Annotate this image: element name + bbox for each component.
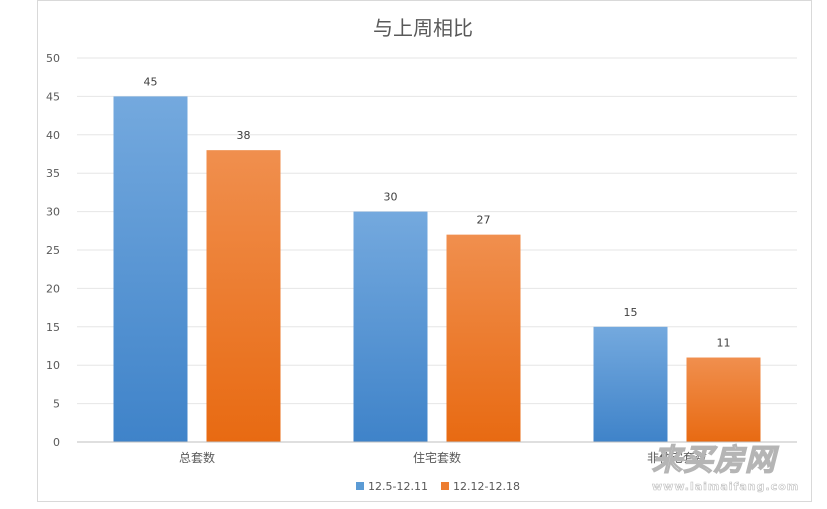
y-tick-label: 15 [46, 321, 60, 334]
bar-value-label: 11 [717, 337, 731, 350]
bar-value-label: 15 [624, 306, 638, 319]
watermark-logo: 来买房网 [652, 443, 779, 478]
bar-value-label: 27 [477, 214, 491, 227]
y-tick-label: 5 [53, 398, 60, 411]
gridlines [77, 57, 797, 405]
y-tick-label: 30 [46, 206, 60, 219]
bar-value-label: 38 [237, 129, 251, 142]
y-tick-label: 20 [46, 282, 60, 295]
bar [593, 326, 668, 442]
x-axis-categories: 总套数 住宅套数 非住宅套数 [179, 450, 707, 465]
y-tick-label: 0 [53, 436, 60, 449]
y-tick-label: 50 [46, 52, 60, 65]
legend-swatch [441, 482, 449, 490]
bars [113, 96, 761, 443]
data-labels: 45 38 30 27 15 11 [144, 75, 731, 349]
watermark-url: www.laimaifang.com [652, 480, 799, 493]
watermark: 来买房网 www.laimaifang.com [651, 442, 799, 493]
bar-value-label: 30 [384, 191, 398, 204]
bar [206, 150, 281, 442]
category-label: 住宅套数 [413, 450, 461, 465]
bar-value-label: 45 [144, 75, 158, 88]
y-tick-label: 45 [46, 90, 60, 103]
legend: 12.5-12.11 12.12-12.18 [356, 480, 520, 493]
bar [686, 357, 761, 442]
y-tick-label: 25 [46, 244, 60, 257]
bar [446, 234, 521, 442]
legend-label: 12.5-12.11 [368, 480, 428, 493]
legend-swatch [356, 482, 364, 490]
y-tick-label: 40 [46, 129, 60, 142]
chart-title: 与上周相比 [373, 16, 473, 40]
y-axis-ticks: 0 5 10 15 20 25 30 35 40 45 50 [46, 52, 60, 449]
y-tick-label: 35 [46, 167, 60, 180]
bar [353, 211, 428, 442]
bar [113, 96, 188, 443]
chart-frame: 与上周相比 0 5 10 15 20 25 30 35 40 45 50 45 38 30 27 15 11 … [37, 0, 812, 502]
category-label: 总套数 [179, 450, 215, 465]
legend-label: 12.12-12.18 [453, 480, 520, 493]
category-label: 非住宅套数 [647, 450, 707, 465]
y-tick-label: 10 [46, 359, 60, 372]
